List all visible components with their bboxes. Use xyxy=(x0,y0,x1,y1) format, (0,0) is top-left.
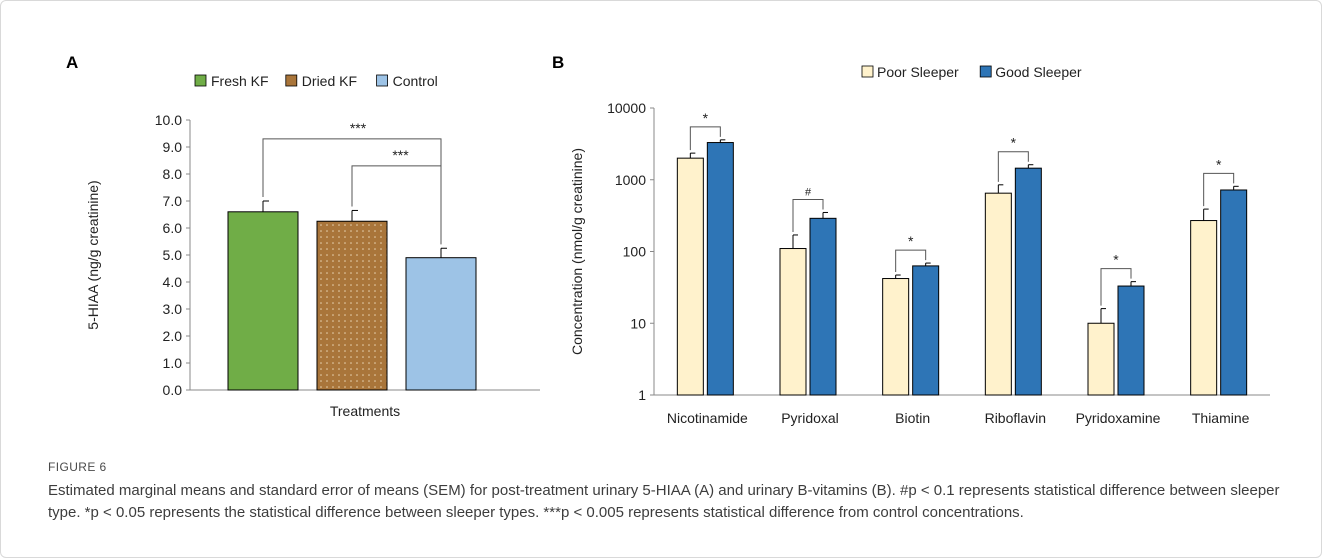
legend-label-fresh-kf: Fresh KF xyxy=(211,73,269,89)
figure-caption-text: Estimated marginal means and standard er… xyxy=(48,482,1280,521)
panel-a-y-tick-label: 8.0 xyxy=(163,166,183,182)
panel-a-y-tick-label: 6.0 xyxy=(163,220,183,236)
category-label-nicotinamide: Nicotinamide xyxy=(667,410,748,426)
significance-bracket xyxy=(351,165,442,245)
bar-fresh-kf xyxy=(227,211,299,391)
significance-label-biotin: * xyxy=(908,233,914,249)
significance-label-riboflavin: * xyxy=(1011,135,1017,151)
significance-bracket-thiamine xyxy=(1203,172,1235,207)
significance-bracket-pyridoxamine xyxy=(1100,268,1132,306)
panel-a-y-tick-label: 7.0 xyxy=(163,193,183,209)
legend-label-control: Control xyxy=(393,73,438,89)
panel-b-y-tick-label: 1 xyxy=(638,387,646,403)
category-label-thiamine: Thiamine xyxy=(1192,410,1250,426)
panel-b-y-tick-label: 10000 xyxy=(607,100,646,116)
significance-bracket-nicotinamide xyxy=(689,126,721,151)
significance-label: *** xyxy=(392,147,409,163)
bar-poor-sleeper-pyridoxamine xyxy=(1087,322,1115,396)
bar-poor-sleeper-riboflavin xyxy=(984,192,1012,396)
legend-label-dried-kf: Dried KF xyxy=(302,73,357,89)
panel-a-label: A xyxy=(66,53,78,72)
bar-good-sleeper-riboflavin xyxy=(1014,167,1042,396)
figure-charts: A B 0.0 1.0 2.0 3.0 4.0 5.0 6.0 7.0 8.0 9.0 10.0 5-… xyxy=(66,53,1270,426)
bar-poor-sleeper-pyridoxal xyxy=(779,248,807,396)
panel-b-label: B xyxy=(552,53,564,72)
panel-a-y-tick-label: 5.0 xyxy=(163,247,183,263)
panel-a-y-tick-label: 3.0 xyxy=(163,301,183,317)
category-label-pyridoxal: Pyridoxal xyxy=(781,410,839,426)
legend-swatch-good-sleeper xyxy=(979,65,992,78)
bar-good-sleeper-biotin xyxy=(912,265,940,396)
panel-b-chart: 1 10 100 1000 10000 Concentration (nmol/g cre… xyxy=(569,64,1270,426)
bar-poor-sleeper-nicotinamide xyxy=(676,157,704,396)
legend-swatch-control xyxy=(376,74,389,87)
panel-a-y-tick-label: 9.0 xyxy=(163,139,183,155)
bar-poor-sleeper-biotin xyxy=(882,278,910,396)
figure-caption: FIGURE 6 Estimated marginal means and st… xyxy=(48,460,1288,524)
bar-control xyxy=(405,257,477,391)
panel-a-y-tick-label: 4.0 xyxy=(163,274,183,290)
panel-b-y-tick-label: 10 xyxy=(630,315,646,331)
bar-dried-kf xyxy=(316,220,388,391)
panel-a-y-tick-label: 0.0 xyxy=(163,382,183,398)
bar-good-sleeper-pyridoxal xyxy=(809,217,837,396)
panel-a-chart: 0.0 1.0 2.0 3.0 4.0 5.0 6.0 7.0 8.0 9.0 10.0 5-HIAA… xyxy=(85,73,540,419)
legend-swatch-fresh-kf xyxy=(194,74,207,87)
figure-label: FIGURE 6 xyxy=(48,460,107,474)
legend-label-good-sleeper: Good Sleeper xyxy=(995,64,1082,80)
panel-b-y-tick-label: 100 xyxy=(623,244,647,260)
significance-label-nicotinamide: * xyxy=(703,110,709,126)
significance-label-thiamine: * xyxy=(1216,156,1222,172)
significance-label-pyridoxal: # xyxy=(805,186,812,198)
category-label-pyridoxamine: Pyridoxamine xyxy=(1076,410,1161,426)
panel-a-y-tick-label: 10.0 xyxy=(155,112,182,128)
legend-label-poor-sleeper: Poor Sleeper xyxy=(877,64,959,80)
significance-label-pyridoxamine: * xyxy=(1113,252,1119,268)
legend-swatch-dried-kf xyxy=(285,74,298,87)
panel-b-y-tick-label: 1000 xyxy=(615,172,646,188)
bar-good-sleeper-thiamine xyxy=(1220,189,1248,396)
legend-swatch-poor-sleeper xyxy=(861,65,874,78)
category-label-riboflavin: Riboflavin xyxy=(985,410,1046,426)
panel-b-y-axis-label: Concentration (nmol/g creatinine) xyxy=(569,148,585,355)
panel-a-y-tick-label: 2.0 xyxy=(163,328,183,344)
significance-label: *** xyxy=(350,120,367,136)
significance-bracket-biotin xyxy=(895,249,927,273)
bar-good-sleeper-pyridoxamine xyxy=(1117,285,1145,396)
significance-bracket-riboflavin xyxy=(997,151,1029,182)
panel-a-y-tick-label: 1.0 xyxy=(163,355,183,371)
bar-poor-sleeper-thiamine xyxy=(1190,220,1218,396)
panel-a-x-axis-label: Treatments xyxy=(330,403,400,419)
significance-bracket-pyridoxal xyxy=(792,198,824,232)
bar-good-sleeper-nicotinamide xyxy=(706,142,734,396)
panel-a-y-axis-label: 5-HIAA (ng/g creatinine) xyxy=(85,180,101,329)
category-label-biotin: Biotin xyxy=(895,410,930,426)
